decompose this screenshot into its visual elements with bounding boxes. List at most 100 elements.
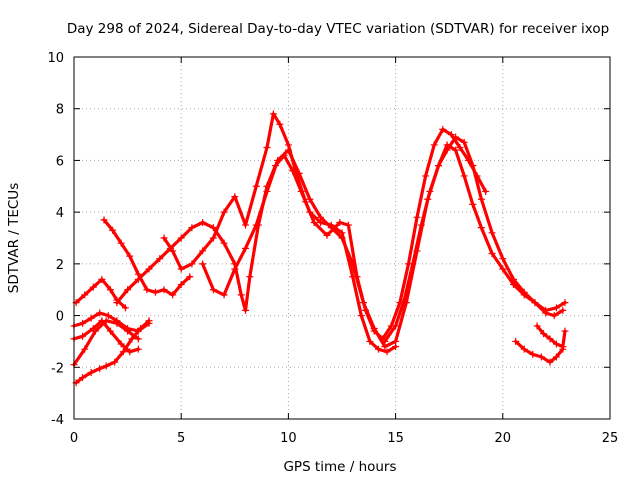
data-point <box>113 299 121 307</box>
data-point <box>499 265 507 273</box>
data-point <box>488 250 496 258</box>
data-point <box>124 325 132 332</box>
data-point <box>559 343 567 351</box>
data-point <box>559 306 567 314</box>
data-point <box>242 221 250 229</box>
data-point <box>456 144 464 151</box>
data-point <box>113 317 121 325</box>
data-point <box>540 330 548 338</box>
data-point <box>111 358 119 366</box>
series-line <box>535 324 567 349</box>
data-point <box>546 358 554 366</box>
x-tick-label: 25 <box>602 431 619 446</box>
data-point <box>263 187 271 195</box>
data-point <box>199 218 207 226</box>
data-point <box>546 335 554 343</box>
data-point <box>134 345 142 353</box>
data-point <box>552 340 560 348</box>
data-point <box>186 273 194 281</box>
data-point <box>409 260 417 268</box>
data-point <box>561 327 569 335</box>
data-point <box>469 200 477 208</box>
data-point <box>151 288 159 296</box>
grid <box>74 57 610 419</box>
data-point <box>336 218 344 226</box>
y-axis-label: SDTVAR / TECUs <box>6 183 22 293</box>
x-tick-label: 10 <box>280 431 297 446</box>
data-point <box>81 345 89 353</box>
data-point <box>156 255 164 263</box>
data-point <box>317 213 325 221</box>
series-line <box>201 143 567 349</box>
data-point <box>512 337 520 345</box>
y-tick-label: 2 <box>56 258 64 273</box>
data-point <box>276 120 284 128</box>
series-line <box>383 135 565 343</box>
y-tick-label: -2 <box>51 361 64 376</box>
series-track-5 <box>72 275 129 312</box>
y-tick-label: 4 <box>56 206 64 221</box>
data-point <box>430 141 438 149</box>
data-point <box>220 208 228 216</box>
data-point <box>434 162 442 170</box>
data-point <box>134 275 142 283</box>
data-point <box>499 255 507 263</box>
data-point <box>98 275 106 283</box>
data-point <box>529 350 537 358</box>
data-point <box>100 216 108 224</box>
data-point <box>374 345 382 353</box>
y-tick-label: 8 <box>56 103 64 118</box>
data-point <box>134 335 142 343</box>
data-point <box>242 306 250 314</box>
data-point <box>400 296 408 304</box>
x-tick-label: 5 <box>177 431 185 446</box>
data-point <box>302 198 310 206</box>
data-point <box>520 345 528 353</box>
data-point <box>117 340 125 348</box>
data-point <box>126 348 134 356</box>
data-point <box>417 221 425 229</box>
data-point <box>366 337 374 345</box>
series-line <box>72 319 140 354</box>
data-point <box>106 327 114 335</box>
data-point <box>520 288 528 296</box>
data-point <box>439 125 447 133</box>
data-point <box>510 275 518 283</box>
y-tick-label: 10 <box>47 51 64 66</box>
y-tick-label: 6 <box>56 154 64 169</box>
data-point <box>422 172 430 180</box>
data-point <box>370 325 378 332</box>
data-series <box>70 110 569 387</box>
data-point <box>177 234 185 242</box>
data-point <box>160 286 168 294</box>
data-point <box>552 304 560 312</box>
data-point <box>81 291 89 299</box>
data-point <box>209 224 217 232</box>
data-point <box>561 299 569 307</box>
data-point <box>87 368 95 376</box>
data-point <box>126 252 134 260</box>
data-point <box>383 348 391 356</box>
data-point <box>106 286 114 294</box>
data-point <box>145 319 153 327</box>
series-track-6 <box>100 216 194 299</box>
series-line <box>74 319 151 385</box>
data-point <box>119 348 127 356</box>
data-point <box>169 247 177 255</box>
data-point <box>96 365 104 373</box>
data-point <box>488 229 496 237</box>
data-point <box>143 286 151 294</box>
data-point <box>124 286 132 294</box>
data-point <box>209 286 217 294</box>
data-point <box>199 247 207 255</box>
data-point <box>87 314 95 322</box>
data-point <box>392 337 400 345</box>
data-point <box>533 322 541 330</box>
data-point <box>447 131 455 139</box>
data-point <box>117 239 125 247</box>
data-point <box>91 327 99 335</box>
data-point <box>443 146 451 154</box>
data-point <box>310 218 318 226</box>
data-point <box>237 291 245 299</box>
